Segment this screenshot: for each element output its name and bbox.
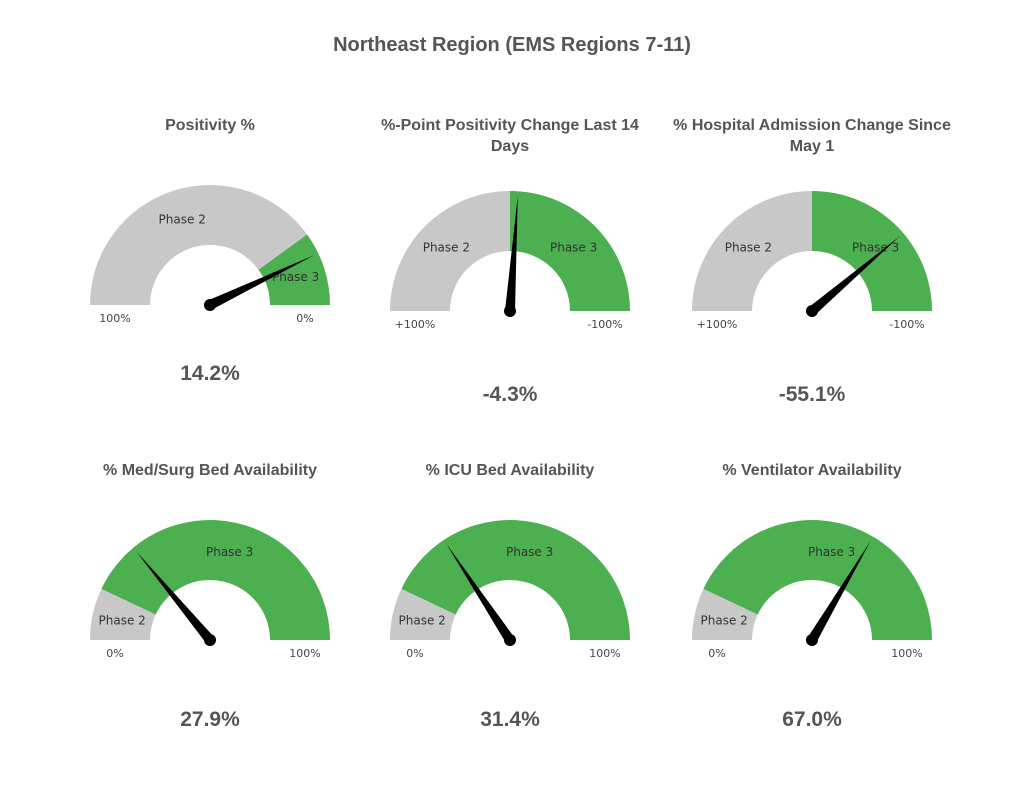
gauge-value: 14.2%: [180, 362, 240, 385]
gauge-zone-phase-3: [703, 520, 932, 640]
gauge-zone-phase-2: [692, 588, 758, 640]
gauge-zone-label: Phase 3: [506, 545, 553, 559]
gauge-zone-phase-3: [510, 191, 630, 311]
gauge-min-label: +100%: [697, 318, 738, 331]
gauge-value: -4.3%: [482, 383, 538, 406]
gauge-zone-label: Phase 2: [423, 240, 470, 254]
gauge-min-label: 0%: [406, 647, 423, 660]
gauge-max-label: -100%: [587, 318, 622, 331]
gauge-needle: [505, 196, 518, 312]
gauge-panel-icu-beds: % ICU Bed Availability Phase 2 Phase 3 0% 1…: [360, 455, 660, 785]
gauge-zone-phase-2: [90, 588, 156, 640]
gauge-title: % ICU Bed Availability: [425, 462, 595, 479]
gauge-zone-label: Phase 3: [852, 240, 899, 254]
gauge-zone-label: Phase 3: [272, 270, 319, 284]
gauge-max-label: 0%: [296, 312, 313, 325]
gauge-chart: Phase 2 Phase 3 0% 100%: [390, 520, 630, 660]
gauge-zone-label: Phase 2: [701, 613, 748, 627]
gauge-panel-positivity-change: %-Point Positivity Change Last 14 Days P…: [360, 110, 660, 440]
gauge-max-label: 100%: [589, 647, 620, 660]
gauge-min-label: 100%: [99, 312, 130, 325]
gauge-zone-phase-3: [401, 520, 630, 640]
gauge-title: % Med/Surg Bed Availability: [103, 462, 317, 479]
gauge-zone-label: Phase 2: [159, 212, 206, 226]
gauge-needle: [807, 541, 871, 643]
gauge-value: -55.1%: [778, 383, 846, 406]
gauge-zone-label: Phase 2: [399, 613, 446, 627]
gauge-title: Positivity %: [165, 117, 255, 134]
gauge-needle-hub: [806, 305, 818, 317]
gauge-value: 67.0%: [782, 708, 842, 731]
gauge-zone-label: Phase 2: [99, 613, 146, 627]
gauge-panel-hospital-admission: % Hospital Admission Change Since May 1 …: [662, 110, 962, 440]
gauge-zone-phase-2: [90, 184, 308, 305]
gauge-zone-label: Phase 2: [725, 240, 772, 254]
gauge-max-label: 100%: [891, 647, 922, 660]
gauge-zone-label: Phase 3: [206, 545, 253, 559]
gauge-panel-med-surg-beds: % Med/Surg Bed Availability Phase 2 Phase…: [60, 455, 360, 785]
gauge-needle-hub: [806, 634, 818, 646]
gauge-needle: [207, 255, 314, 310]
gauge-min-label: 0%: [708, 647, 725, 660]
gauge-max-label: 100%: [289, 647, 320, 660]
page-title: Northeast Region (EMS Regions 7-11): [333, 34, 691, 56]
gauge-value: 27.9%: [180, 708, 240, 731]
gauge-zone-phase-3: [258, 234, 330, 305]
gauge-zone-phase-2: [692, 191, 812, 311]
gauge-chart: Phase 2 Phase 3 100% 0%: [90, 184, 330, 325]
gauge-zone-phase-2: [390, 191, 510, 311]
gauge-chart: Phase 2 Phase 3 +100% -100%: [390, 191, 630, 331]
gauge-value: 31.4%: [480, 708, 540, 731]
gauge-panel-ventilators: % Ventilator Availability Phase 2 Phase 3…: [662, 455, 962, 785]
gauge-chart: Phase 2 Phase 3 0% 100%: [90, 520, 331, 660]
gauge-min-label: 0%: [106, 647, 123, 660]
gauge-min-label: +100%: [395, 318, 436, 331]
gauge-zone-phase-3: [101, 520, 331, 640]
gauge-title: % Ventilator Availability: [722, 462, 902, 479]
gauge-needle-hub: [504, 634, 516, 646]
gauge-panel-positivity: Positivity % Phase 2 Phase 3 100% 0% 14.2%: [60, 110, 360, 440]
gauge-needle: [808, 236, 900, 315]
gauge-zone-phase-2: [390, 588, 456, 640]
gauge-zone-label: Phase 3: [808, 545, 855, 559]
gauge-needle-hub: [204, 299, 216, 311]
gauge-zone-phase-3: [812, 191, 932, 311]
gauge-chart: Phase 2 Phase 3 +100% -100%: [692, 191, 932, 331]
gauge-title: % Hospital Admission Change Since May 1: [673, 117, 951, 155]
gauge-zone-label: Phase 3: [550, 240, 597, 254]
gauge-chart: Phase 2 Phase 3 0% 100%: [692, 520, 932, 660]
gauge-title: %-Point Positivity Change Last 14 Days: [381, 117, 639, 155]
gauge-needle: [136, 551, 214, 644]
gauge-needle: [446, 544, 515, 643]
gauge-max-label: -100%: [889, 318, 924, 331]
gauge-needle-hub: [504, 305, 516, 317]
gauge-needle-hub: [204, 634, 216, 646]
